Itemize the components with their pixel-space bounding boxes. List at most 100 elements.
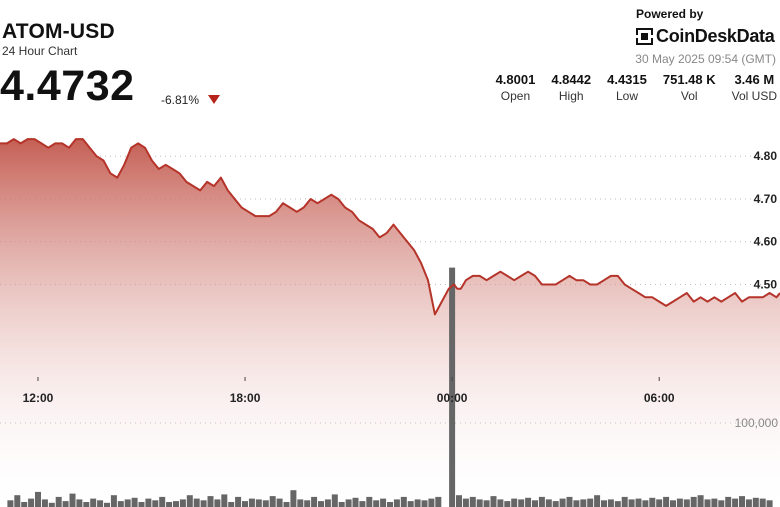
volume-bar	[166, 502, 173, 507]
volume-bar	[414, 499, 421, 507]
volume-bar	[621, 496, 628, 507]
volume-bar	[331, 494, 338, 507]
volume-bar	[511, 498, 518, 507]
volume-bar	[449, 267, 456, 507]
volume-bar	[28, 498, 35, 507]
chart-subtitle: 24 Hour Chart	[2, 44, 78, 58]
volume-bar	[173, 501, 179, 507]
coindesk-logo-icon	[636, 28, 653, 45]
volume-bar	[269, 496, 276, 507]
volume-bar	[739, 496, 745, 507]
volume-bar	[152, 500, 159, 507]
volume-bar	[607, 499, 614, 507]
volume-bar	[532, 500, 538, 507]
volume-bar	[14, 495, 21, 507]
volume-bar	[55, 496, 62, 507]
x-tick-label: 18:00	[230, 391, 261, 405]
volume-bar	[324, 499, 331, 507]
volume-bar	[200, 500, 207, 507]
volume-bar	[373, 500, 380, 507]
volume-bar	[311, 496, 318, 507]
stat-vol: 751.48 K Vol	[663, 71, 716, 104]
price-line-path	[0, 138, 780, 316]
volume-bar	[366, 496, 373, 507]
volume-bar	[338, 502, 345, 507]
volume-bar	[83, 502, 90, 507]
volume-bar	[421, 500, 428, 507]
volume-bar	[490, 496, 497, 507]
volume-bar	[214, 499, 221, 507]
y-axis-ticks: 4.80 4.70 4.60 4.50 100,000	[735, 149, 779, 430]
volume-bar	[759, 498, 766, 507]
volume-bar	[483, 500, 490, 507]
volume-bar	[124, 499, 131, 507]
volume-bar	[235, 496, 242, 507]
volume-bar	[649, 497, 656, 507]
chart-title: ATOM-USD	[2, 20, 115, 43]
volume-bar	[359, 501, 366, 507]
volume-bar	[504, 501, 511, 507]
volume-bar	[594, 495, 601, 507]
stat-value: 3.46 M	[734, 72, 775, 87]
stat-vol-usd: 3.46 M Vol USD	[732, 71, 777, 104]
stat-label: Vol USD	[731, 89, 777, 103]
stat-value: 4.8442	[551, 72, 592, 87]
volume-bar	[683, 499, 690, 507]
stats-row: 4.8001 Open 4.8442 High 4.4315 Low 751.4…	[480, 71, 777, 104]
volume-bar	[538, 496, 545, 507]
timestamp: 30 May 2025 09:54 (GMT)	[635, 52, 776, 66]
volume-bar	[387, 502, 393, 507]
volume-bar	[435, 496, 442, 507]
x-axis-ticks: 12:00 18:00 00:00 06:00	[23, 377, 675, 405]
volume-bar	[290, 490, 297, 507]
volume-bar	[697, 495, 704, 507]
stat-value: 4.8001	[495, 72, 536, 87]
volume-bar	[469, 496, 476, 507]
y-tick-label: 4.60	[754, 235, 778, 249]
current-price: 4.4732	[0, 62, 135, 110]
triangle-down-icon	[208, 95, 220, 104]
stat-label: Low	[615, 89, 638, 103]
volume-bar	[318, 501, 324, 507]
volume-bar	[518, 499, 525, 507]
volume-bar	[690, 496, 697, 507]
volume-bar	[407, 501, 414, 507]
volume-bar	[76, 499, 83, 507]
volume-bar	[601, 500, 607, 507]
volume-bar	[745, 499, 752, 507]
volume-bar	[228, 502, 235, 507]
powered-by-label: Powered by	[636, 7, 704, 21]
volume-bar	[159, 496, 166, 507]
stat-open: 4.8001 Open	[496, 71, 536, 104]
volume-bar	[635, 498, 642, 507]
stat-high: 4.8442 High	[551, 71, 591, 104]
volume-bar	[711, 498, 718, 507]
volume-bar	[628, 499, 635, 507]
volume-bar	[393, 499, 400, 507]
volume-bar	[552, 501, 559, 507]
coindesk-data-logo[interactable]: CoinDeskData	[636, 26, 775, 47]
price-area	[0, 139, 780, 507]
volume-bar	[670, 500, 676, 507]
volume-tick-label: 100,000	[735, 416, 779, 430]
volume-bar	[276, 498, 283, 507]
price-line	[0, 138, 780, 316]
volume-bar	[7, 500, 14, 507]
volume-bar	[676, 498, 683, 507]
volume-bar	[138, 502, 145, 507]
volume-bar	[656, 499, 663, 507]
volume-bar	[456, 495, 462, 507]
volume-bar	[297, 499, 304, 507]
volume-bar	[193, 498, 200, 507]
price-area-fill	[0, 139, 780, 507]
volume-bar	[352, 497, 359, 507]
volume-bar	[580, 499, 587, 507]
volume-bar	[145, 498, 152, 507]
volume-bar	[752, 497, 759, 507]
price-change-percent: -6.81%	[161, 93, 200, 107]
volume-bar	[35, 491, 41, 507]
volume-bar	[725, 496, 732, 507]
volume-bar	[663, 496, 670, 507]
volume-bar	[573, 500, 580, 507]
